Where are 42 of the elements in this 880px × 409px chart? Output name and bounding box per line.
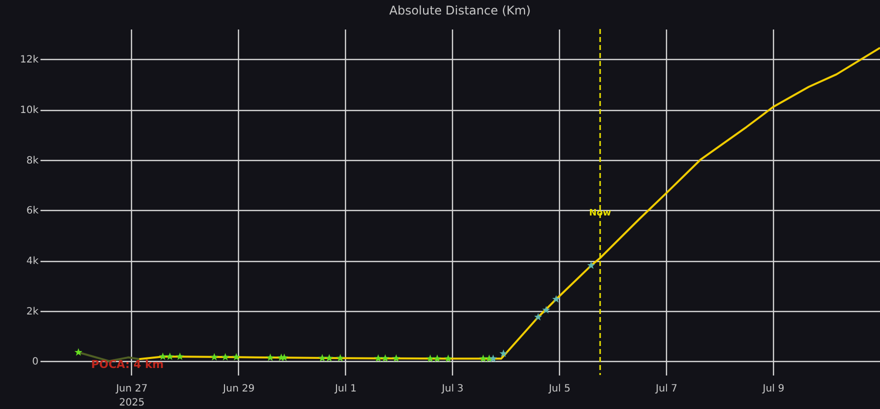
y-tick-label: 2k (26, 306, 39, 318)
x-tick-label: Jul 7 (654, 384, 678, 394)
point (210, 352, 218, 361)
point (318, 354, 326, 362)
y-tick-label: 10k (20, 105, 39, 116)
point (444, 354, 452, 362)
point (479, 354, 488, 362)
point (166, 352, 174, 360)
point (499, 349, 508, 357)
point (587, 261, 596, 269)
point (336, 354, 344, 362)
point (325, 354, 334, 362)
x-tick-label: Jul 5 (548, 384, 570, 394)
point (74, 348, 82, 356)
point (158, 352, 167, 360)
chart-title: Absolute Distance (Km) (389, 3, 531, 18)
point (221, 352, 230, 361)
y-tick-label: 8k (26, 155, 39, 166)
y-tick-label: 4k (26, 256, 39, 268)
y-tick-label: 0 (32, 356, 38, 368)
ref-line-label: Now (589, 208, 612, 218)
point (489, 354, 498, 362)
point (552, 295, 560, 303)
y-tick-label: 6k (26, 206, 39, 217)
x-tick-label: Jul 1 (334, 384, 357, 394)
annotation: POCA: 4 km (91, 358, 164, 372)
x-tick-label: Jul 9 (762, 384, 784, 394)
point (392, 354, 400, 362)
x-tick-label: Jul 3 (440, 384, 464, 394)
line-series (138, 46, 880, 360)
point (542, 306, 550, 314)
x-tick-label: Jun 27 2025 (115, 384, 148, 408)
point (534, 312, 542, 321)
point (176, 352, 184, 360)
point (433, 354, 442, 362)
point (426, 354, 434, 362)
point (266, 353, 274, 362)
point (381, 354, 390, 362)
y-tick-label: 12k (20, 54, 39, 66)
x-tick-label: Jun 29 (222, 384, 255, 394)
point (374, 354, 382, 362)
point (232, 352, 240, 361)
